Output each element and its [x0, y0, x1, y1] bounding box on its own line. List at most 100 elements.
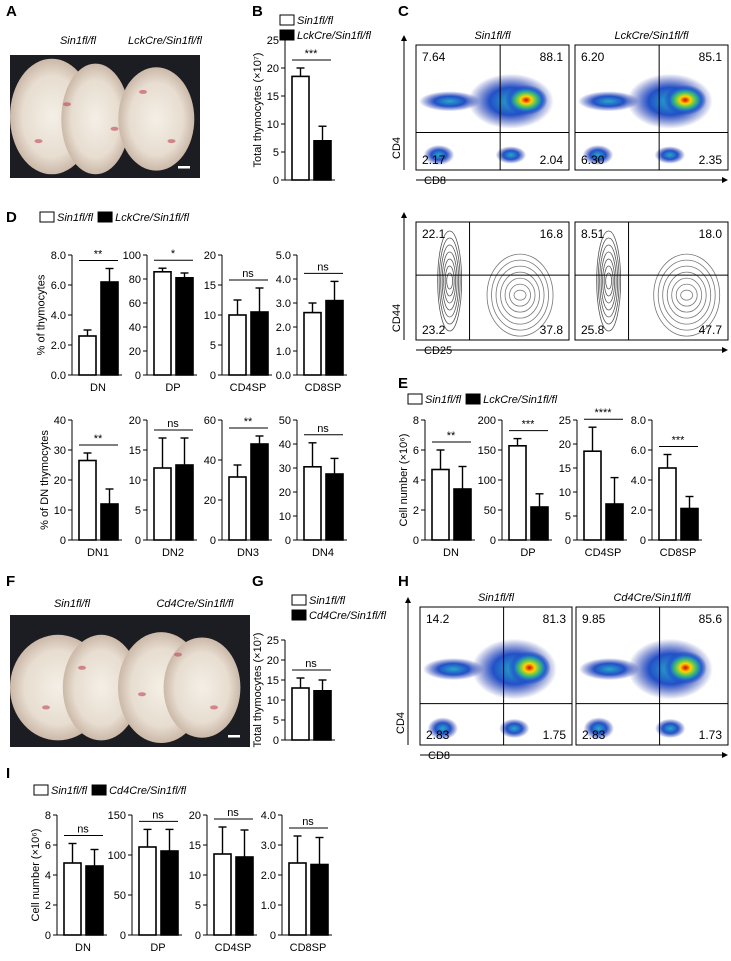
- legend-label: LckCre/Sin1fl/fl: [115, 212, 190, 224]
- y-tick-label: 4.0: [276, 274, 291, 286]
- legend-label: Cd4Cre/Sin1fl/fl: [109, 785, 187, 797]
- y-tick-label: 3.0: [261, 840, 276, 852]
- contour: [438, 237, 461, 325]
- legend-swatch: [465, 393, 481, 405]
- legend-swatch: [407, 393, 423, 405]
- legend-label: Cd4Cre/Sin1fl/fl: [309, 610, 387, 622]
- y-tick-label: 20: [189, 810, 201, 822]
- cell-population: [499, 718, 530, 739]
- photo-label: Cd4Cre/Sin1fl/fl: [156, 598, 234, 610]
- significance: ns: [305, 658, 317, 670]
- bar: [680, 507, 699, 541]
- x-tick-label: CD4SP: [215, 942, 252, 954]
- y-tick-label: 30: [279, 463, 291, 475]
- y-tick-label: 5: [195, 900, 201, 912]
- y-tick-label: 10: [189, 870, 201, 882]
- x-tick-label: DN3: [237, 547, 259, 559]
- legend-label: Sin1fl/fl: [51, 785, 88, 797]
- y-tick-label: 15: [559, 463, 571, 475]
- contour: [605, 272, 613, 290]
- legend-swatch: [279, 14, 295, 26]
- bar: [138, 846, 157, 936]
- bar: [325, 299, 344, 376]
- contour: [599, 244, 619, 318]
- y-tick-label: 150: [108, 810, 126, 822]
- quadrant-value: 2.17: [422, 153, 446, 167]
- panel-letter: A: [6, 3, 17, 20]
- y-tick-label: 80: [129, 274, 141, 286]
- significance: ****: [594, 407, 612, 419]
- y-tick-label: 60: [129, 298, 141, 310]
- contour: [495, 265, 545, 325]
- x-tick-label: DP: [150, 942, 165, 954]
- quadrant-value: 88.1: [540, 50, 564, 64]
- quadrant-value: 14.2: [426, 612, 450, 626]
- quadrant-value: 22.1: [422, 227, 446, 241]
- panel-letter: F: [6, 573, 15, 590]
- vessel: [42, 705, 50, 710]
- contour: [441, 251, 458, 311]
- x-tick-label: CD8SP: [290, 942, 327, 954]
- y-tick-label: 0: [210, 370, 216, 382]
- y-tick-label: 15: [267, 91, 279, 103]
- y-tick-label: 0.0: [276, 370, 291, 382]
- y-axis-label: Cell number (×10⁶): [30, 829, 42, 922]
- significance: ***: [672, 435, 686, 447]
- contour: [437, 230, 463, 332]
- y-tick-label: 0: [413, 535, 419, 547]
- y-tick-label: 6: [413, 445, 419, 457]
- x-axis-label: CD25: [424, 345, 452, 357]
- contour: [662, 265, 712, 325]
- y-tick-label: 8: [45, 810, 51, 822]
- y-tick-label: 15: [189, 840, 201, 852]
- y-tick-label: 25: [267, 35, 279, 47]
- quadrant-value: 85.6: [699, 612, 723, 626]
- significance: **: [94, 249, 103, 261]
- y-tick-label: 0: [490, 535, 496, 547]
- x-tick-label: DN2: [162, 547, 184, 559]
- contour: [666, 271, 707, 319]
- quadrant-value: 2.35: [699, 153, 723, 167]
- significance: ns: [167, 418, 179, 430]
- significance: ns: [152, 809, 164, 821]
- y-tick-label: 20: [267, 63, 279, 75]
- vessel: [34, 139, 43, 144]
- bar: [235, 856, 254, 936]
- x-tick-label: DN4: [312, 547, 334, 559]
- legend-label: LckCre/Sin1fl/fl: [297, 30, 372, 42]
- x-tick-label: DP: [520, 547, 535, 559]
- contour: [680, 289, 694, 301]
- cell-population: [579, 658, 640, 681]
- panel-letter: B: [252, 3, 263, 20]
- legend-label: Sin1fl/fl: [425, 394, 462, 406]
- y-tick-label: 4: [45, 870, 51, 882]
- y-tick-label: 0: [60, 535, 66, 547]
- y-tick-label: 40: [54, 415, 66, 427]
- y-tick-label: 5: [210, 340, 216, 352]
- significance: ns: [317, 261, 329, 273]
- bar: [325, 473, 344, 541]
- contour: [446, 272, 454, 290]
- y-tick-label: 10: [267, 695, 279, 707]
- significance: ns: [77, 824, 89, 836]
- y-tick-label: 5: [135, 505, 141, 517]
- bar: [288, 862, 307, 936]
- x-tick-label: DN: [90, 382, 106, 394]
- y-tick-label: 4: [413, 475, 419, 487]
- contour: [603, 265, 614, 297]
- legend-label: Sin1fl/fl: [297, 15, 334, 27]
- vessel: [139, 89, 147, 94]
- significance: ns: [302, 816, 314, 828]
- significance: ns: [227, 807, 239, 819]
- quadrant-value: 7.64: [422, 50, 446, 64]
- y-tick-label: 0: [195, 930, 201, 942]
- legend-label: Sin1fl/fl: [309, 595, 346, 607]
- significance: ns: [317, 423, 329, 435]
- bar: [313, 689, 332, 741]
- bar: [175, 464, 194, 541]
- vessel: [110, 126, 119, 131]
- cell-population: [664, 651, 707, 685]
- arrowhead: [401, 212, 407, 218]
- y-axis-label: CD4: [391, 137, 403, 159]
- y-tick-label: 25: [267, 635, 279, 647]
